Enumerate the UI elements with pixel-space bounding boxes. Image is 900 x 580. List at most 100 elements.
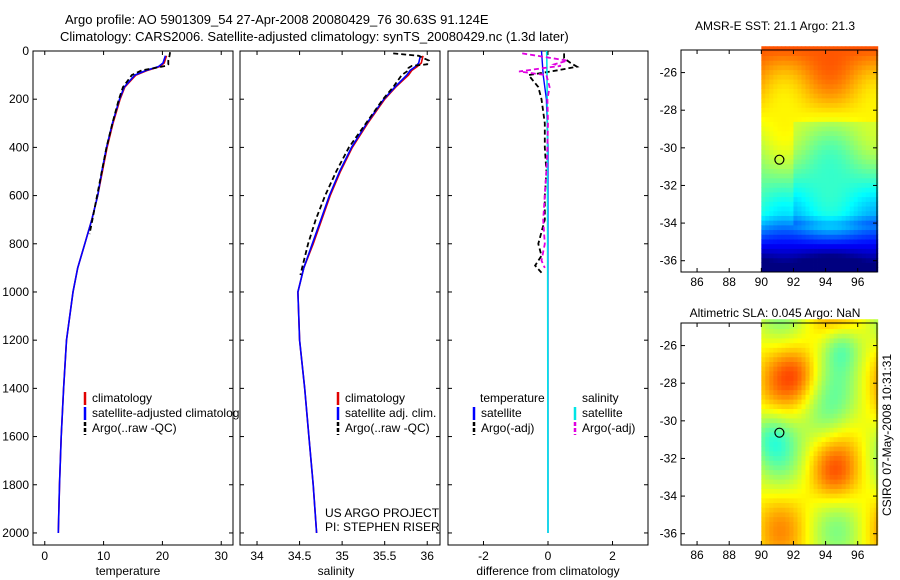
heatmap-cell bbox=[849, 220, 855, 226]
heatmap-cell bbox=[769, 168, 774, 174]
heatmap-cell bbox=[773, 140, 778, 146]
heatmap-cell bbox=[805, 394, 810, 400]
heatmap-cell bbox=[769, 239, 774, 245]
heatmap-cell bbox=[797, 60, 802, 66]
heatmap-cell bbox=[869, 375, 875, 381]
heatmap-cell bbox=[853, 460, 859, 466]
heatmap-cell bbox=[841, 234, 847, 240]
heatmap-cell bbox=[813, 126, 818, 132]
heatmap-cell bbox=[829, 465, 835, 471]
heatmap-cell bbox=[813, 206, 818, 212]
heatmap-cell bbox=[773, 333, 778, 339]
heatmap-cell bbox=[845, 102, 851, 108]
heatmap-cell bbox=[801, 60, 806, 66]
heatmap-cell bbox=[809, 375, 814, 381]
heatmap-cell bbox=[829, 224, 835, 231]
heatmap-cell bbox=[837, 248, 843, 254]
heatmap-cell bbox=[765, 455, 770, 461]
heatmap-cell bbox=[761, 88, 766, 94]
heatmap-cell bbox=[813, 446, 818, 452]
heatmap-cell bbox=[869, 323, 875, 330]
heatmap-cell bbox=[809, 361, 814, 367]
heatmap-cell bbox=[773, 262, 778, 268]
heatmap-cell bbox=[821, 102, 826, 108]
heatmap-cell bbox=[837, 507, 843, 513]
heatmap-cell bbox=[829, 196, 835, 202]
heatmap-cell bbox=[765, 488, 770, 494]
heatmap-cell bbox=[769, 483, 774, 489]
heatmap-cell bbox=[833, 441, 839, 447]
heatmap-cell bbox=[761, 50, 766, 57]
difference-lines bbox=[518, 51, 580, 534]
heatmap-cell bbox=[817, 229, 822, 235]
heatmap-cell bbox=[781, 97, 786, 104]
heatmap-cell bbox=[793, 370, 798, 377]
heatmap-cell bbox=[789, 182, 794, 188]
heatmap-cell bbox=[809, 540, 814, 546]
heatmap-cell bbox=[809, 413, 814, 419]
heatmap-cell bbox=[865, 55, 871, 61]
heatmap-cell bbox=[829, 140, 835, 146]
heatmap-cell bbox=[781, 366, 786, 372]
heatmap-cell bbox=[785, 512, 790, 518]
heatmap-cell bbox=[793, 55, 798, 61]
heatmap-cell bbox=[869, 403, 875, 409]
heatmap-cell bbox=[857, 497, 863, 504]
heatmap-cell bbox=[873, 403, 879, 409]
heatmap-cell bbox=[793, 389, 798, 395]
heatmap-cell bbox=[857, 93, 863, 99]
heatmap-cell bbox=[813, 262, 818, 268]
heatmap-cell bbox=[789, 385, 794, 391]
heatmap-cell bbox=[773, 516, 778, 522]
heatmap-cell bbox=[809, 46, 814, 52]
heatmap-cell bbox=[837, 196, 843, 202]
heatmap-cell bbox=[821, 173, 826, 179]
heatmap-cell bbox=[833, 375, 839, 381]
heatmap-cell bbox=[869, 469, 875, 475]
heatmap-cell bbox=[781, 460, 786, 466]
heatmap-cell bbox=[793, 173, 798, 179]
heatmap-cell bbox=[869, 239, 875, 245]
heatmap-cell bbox=[805, 441, 810, 447]
heatmap-cell bbox=[837, 366, 843, 372]
heatmap-cell bbox=[777, 535, 782, 541]
heatmap-cell bbox=[841, 389, 847, 395]
heatmap-cell bbox=[797, 224, 802, 231]
heatmap-cell bbox=[777, 93, 782, 99]
heatmap-cell bbox=[769, 210, 774, 216]
heatmap-cell bbox=[781, 253, 786, 259]
heatmap-cell bbox=[869, 173, 875, 179]
heatmap-cell bbox=[849, 413, 855, 419]
heatmap-cell bbox=[833, 507, 839, 513]
heatmap-cell bbox=[829, 375, 835, 381]
heatmap-cell bbox=[765, 474, 770, 480]
heatmap-cell bbox=[817, 497, 822, 504]
sst-axes-border bbox=[680, 49, 878, 273]
heatmap-cell bbox=[817, 182, 822, 188]
heatmap-cell bbox=[829, 93, 835, 99]
heatmap-cell bbox=[873, 413, 879, 419]
heatmap-cell bbox=[769, 366, 774, 372]
heatmap-cell bbox=[785, 220, 790, 226]
heatmap-cell bbox=[809, 149, 814, 155]
heatmap-cell bbox=[769, 126, 774, 132]
heatmap-cell bbox=[769, 418, 774, 424]
heatmap-cell bbox=[797, 535, 802, 541]
heatmap-cell bbox=[865, 257, 871, 263]
heatmap-cell bbox=[801, 220, 806, 226]
heatmap-cell bbox=[801, 116, 806, 122]
heatmap-cell bbox=[773, 497, 778, 504]
heatmap-cell bbox=[789, 460, 794, 466]
heatmap-cell bbox=[777, 140, 782, 146]
heatmap-cell bbox=[777, 502, 782, 508]
heatmap-cell bbox=[761, 173, 766, 179]
heatmap-cell bbox=[853, 130, 859, 136]
heatmap-cell bbox=[873, 474, 879, 480]
heatmap-cell bbox=[833, 450, 839, 457]
heatmap-cell bbox=[857, 74, 863, 80]
heatmap-cell bbox=[833, 220, 839, 226]
heatmap-cell bbox=[785, 366, 790, 372]
heatmap-cell bbox=[845, 130, 851, 136]
heatmap-cell bbox=[841, 342, 847, 348]
heatmap-cell bbox=[805, 488, 810, 494]
